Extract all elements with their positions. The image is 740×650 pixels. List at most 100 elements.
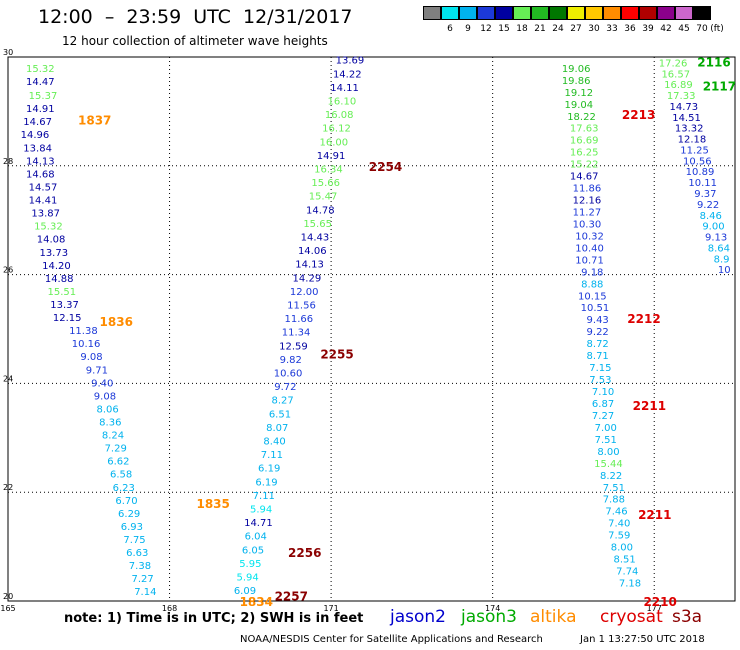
- data-point-s3a: 14.51: [672, 113, 701, 124]
- color-scale-label: 27: [570, 24, 582, 34]
- data-point-jason2: 8.24: [102, 431, 124, 442]
- data-point-s3a: 10.11: [688, 178, 717, 189]
- data-point-jason3: 11.66: [284, 314, 313, 325]
- footer-note: note: 1) Time is in UTC; 2) SWH is in fe…: [64, 611, 364, 626]
- data-point-cryosat: 19.86: [562, 76, 591, 87]
- data-point-jason3: 14.13: [295, 260, 324, 271]
- data-point-cryosat: 19.12: [565, 88, 594, 99]
- pass-time-label: 2213: [622, 108, 655, 122]
- data-point-jason2: 6.70: [115, 496, 137, 507]
- data-point-jason2: 14.08: [37, 235, 66, 246]
- data-point-jason3: 6.09: [234, 586, 256, 597]
- data-point-s3a: 9.00: [702, 222, 724, 233]
- legend-cryosat: cryosat: [600, 607, 663, 627]
- data-point-jason2: 15.32: [34, 222, 63, 233]
- data-point-jason3: 7.11: [253, 491, 275, 502]
- data-point-jason3: 14.22: [333, 69, 362, 80]
- data-point-jason2: 6.29: [118, 509, 140, 520]
- data-point-cryosat: 7.59: [608, 531, 630, 542]
- pass-time-label: 2254: [369, 160, 402, 174]
- color-swatch-24: [549, 6, 567, 20]
- data-point-cryosat: 18.22: [567, 112, 596, 123]
- data-point-jason3: 16.12: [322, 124, 351, 135]
- data-point-jason3: 6.19: [258, 464, 280, 475]
- color-scale-unit: (ft): [710, 24, 724, 34]
- color-scale-label: 12: [480, 24, 492, 34]
- data-point-s3a: 10.56: [683, 156, 712, 167]
- data-point-jason2: 15.37: [29, 91, 58, 102]
- data-point-cryosat: 6.87: [592, 399, 614, 410]
- data-point-jason3: 14.11: [330, 83, 359, 94]
- x-tick-label: 165: [0, 604, 15, 613]
- data-point-jason3: 13.69: [336, 56, 365, 67]
- data-point-s3a: 10.89: [686, 167, 715, 178]
- data-point-jason3: 12.59: [279, 341, 308, 352]
- x-tick-label: 168: [162, 604, 177, 613]
- data-point-cryosat: 9.43: [587, 315, 609, 326]
- data-point-cryosat: 7.53: [589, 375, 611, 386]
- data-point-jason3: 15.65: [303, 219, 332, 230]
- data-point-cryosat: 10.15: [578, 291, 607, 302]
- data-point-jason3: 8.40: [263, 437, 285, 448]
- data-point-jason3: 9.72: [274, 382, 296, 393]
- color-scale-label: 9: [465, 24, 471, 34]
- data-point-cryosat: 7.27: [592, 411, 614, 422]
- y-tick-label: 24: [3, 374, 13, 383]
- data-point-jason2: 13.84: [23, 143, 52, 154]
- x-tick-label: 174: [485, 604, 500, 613]
- data-point-jason3: 8.27: [272, 396, 294, 407]
- data-point-cryosat: 8.71: [587, 351, 609, 362]
- credit-line: NOAA/NESDIS Center for Satellite Applica…: [240, 634, 543, 645]
- legend-jason2: jason2: [390, 607, 446, 627]
- color-swatch-15: [495, 6, 513, 20]
- data-point-jason3: 10.60: [274, 369, 303, 380]
- color-swatch-39: [639, 6, 657, 20]
- color-swatch-18: [513, 6, 531, 20]
- data-point-cryosat: 8.72: [587, 339, 609, 350]
- data-point-jason3: 5.94: [237, 573, 259, 584]
- data-point-cryosat: 7.51: [603, 483, 625, 494]
- data-point-jason3: 6.04: [245, 532, 267, 543]
- data-point-cryosat: 11.27: [573, 207, 602, 218]
- data-point-cryosat: 7.00: [595, 423, 617, 434]
- color-swatch-42: [657, 6, 675, 20]
- y-tick-label: 26: [3, 266, 13, 275]
- data-point-jason2: 14.68: [26, 169, 55, 180]
- legend-jason3: jason3: [461, 607, 517, 627]
- legend-altika: altika: [530, 607, 577, 627]
- data-point-cryosat: 8.22: [600, 471, 622, 482]
- color-scale-label: 6: [447, 24, 453, 34]
- data-point-jason2: 8.06: [96, 404, 118, 415]
- color-scale-label: 30: [588, 24, 600, 34]
- data-point-jason2: 7.27: [131, 574, 153, 585]
- data-point-jason3: 8.07: [266, 423, 288, 434]
- pass-time-label: 2212: [627, 312, 660, 326]
- data-point-jason3: 6.51: [269, 409, 291, 420]
- data-point-jason2: 10.16: [72, 339, 101, 350]
- data-point-jason2: 12.15: [53, 313, 82, 324]
- data-point-jason2: 6.62: [107, 457, 129, 468]
- data-point-jason3: 5.95: [239, 559, 261, 570]
- data-point-s3a: 10: [718, 265, 731, 276]
- data-point-jason3: 14.78: [306, 205, 335, 216]
- data-point-jason3: 16.08: [325, 110, 354, 121]
- data-point-jason2: 14.67: [23, 117, 52, 128]
- color-swatch-6: [441, 6, 459, 20]
- pass-time-label: 1835: [196, 497, 229, 511]
- data-point-jason3: 14.71: [244, 518, 273, 529]
- color-swatch-30: [585, 6, 603, 20]
- color-scale-label: 36: [624, 24, 636, 34]
- data-point-jason2: 15.32: [26, 64, 55, 75]
- color-scale-label: 21: [534, 24, 546, 34]
- legend-s3a: s3a: [672, 607, 703, 627]
- color-scale-label: 39: [642, 24, 654, 34]
- pass-time-label: 1836: [100, 315, 133, 329]
- data-point-cryosat: 7.15: [589, 363, 611, 374]
- y-tick-label: 20: [3, 592, 13, 601]
- color-scale-label: 24: [552, 24, 564, 34]
- pass-time-label: 2211: [633, 399, 666, 413]
- data-point-jason3: 6.05: [242, 545, 264, 556]
- color-scale-label: 33: [606, 24, 618, 34]
- data-point-jason3: 11.34: [282, 328, 311, 339]
- data-point-jason3: 16.34: [314, 165, 343, 176]
